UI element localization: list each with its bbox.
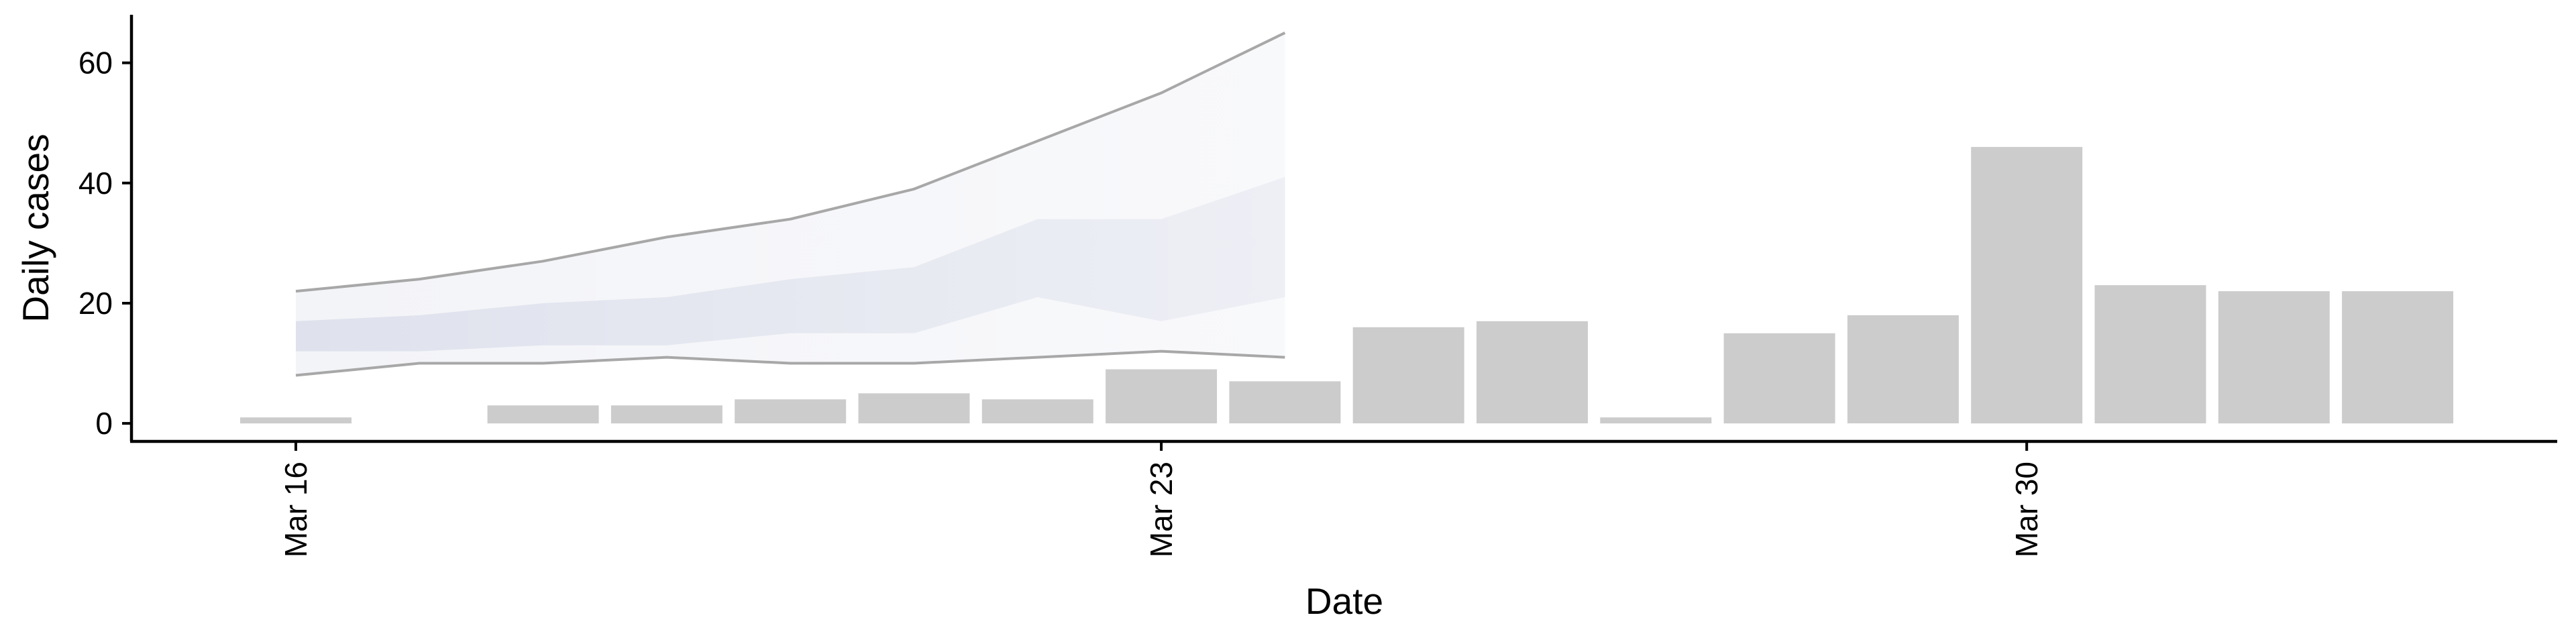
bar-mar-25: [1352, 327, 1464, 424]
bar-mar-18: [487, 405, 599, 424]
bar-mar-29: [1847, 315, 1959, 424]
y-tick-label-20: 20: [78, 286, 113, 321]
y-tick-label-0: 0: [95, 406, 113, 441]
bars-layer: [240, 147, 2454, 424]
y-axis-title: Daily cases: [15, 133, 56, 322]
forecast-upper-line: [295, 32, 1286, 293]
bar-mar-30: [1971, 147, 2083, 424]
y-tick-label-60: 60: [78, 46, 113, 80]
bar-mar-20: [735, 399, 847, 424]
x-axis-title: Date: [1305, 580, 1383, 622]
bar-apr-2: [2342, 291, 2454, 424]
y-tick-label-40: 40: [78, 166, 113, 201]
bar-apr-1: [2218, 291, 2330, 424]
forecast-lower-line: [295, 350, 1285, 377]
bar-mar-16: [240, 417, 352, 424]
axes-layer: 0 20 40 60 Mar 16 Mar 23 Mar 30: [78, 15, 2557, 557]
x-tick-label-mar-16: Mar 16: [278, 462, 313, 557]
bar-mar-19: [610, 405, 722, 424]
x-tick-label-mar-23: Mar 23: [1144, 462, 1179, 557]
bar-mar-23: [1106, 369, 1218, 424]
bar-mar-22: [981, 399, 1093, 424]
bar-mar-21: [858, 393, 970, 424]
forecast-layer: [295, 32, 1286, 377]
bar-mar-31: [2094, 285, 2206, 424]
bar-mar-28: [1723, 333, 1835, 424]
x-tick-label-mar-30: Mar 30: [2009, 462, 2044, 557]
bar-mar-26: [1477, 321, 1588, 424]
bar-mar-27: [1600, 417, 1712, 424]
forecast-fade-overlay: [296, 32, 1285, 376]
bar-mar-24: [1229, 381, 1341, 424]
